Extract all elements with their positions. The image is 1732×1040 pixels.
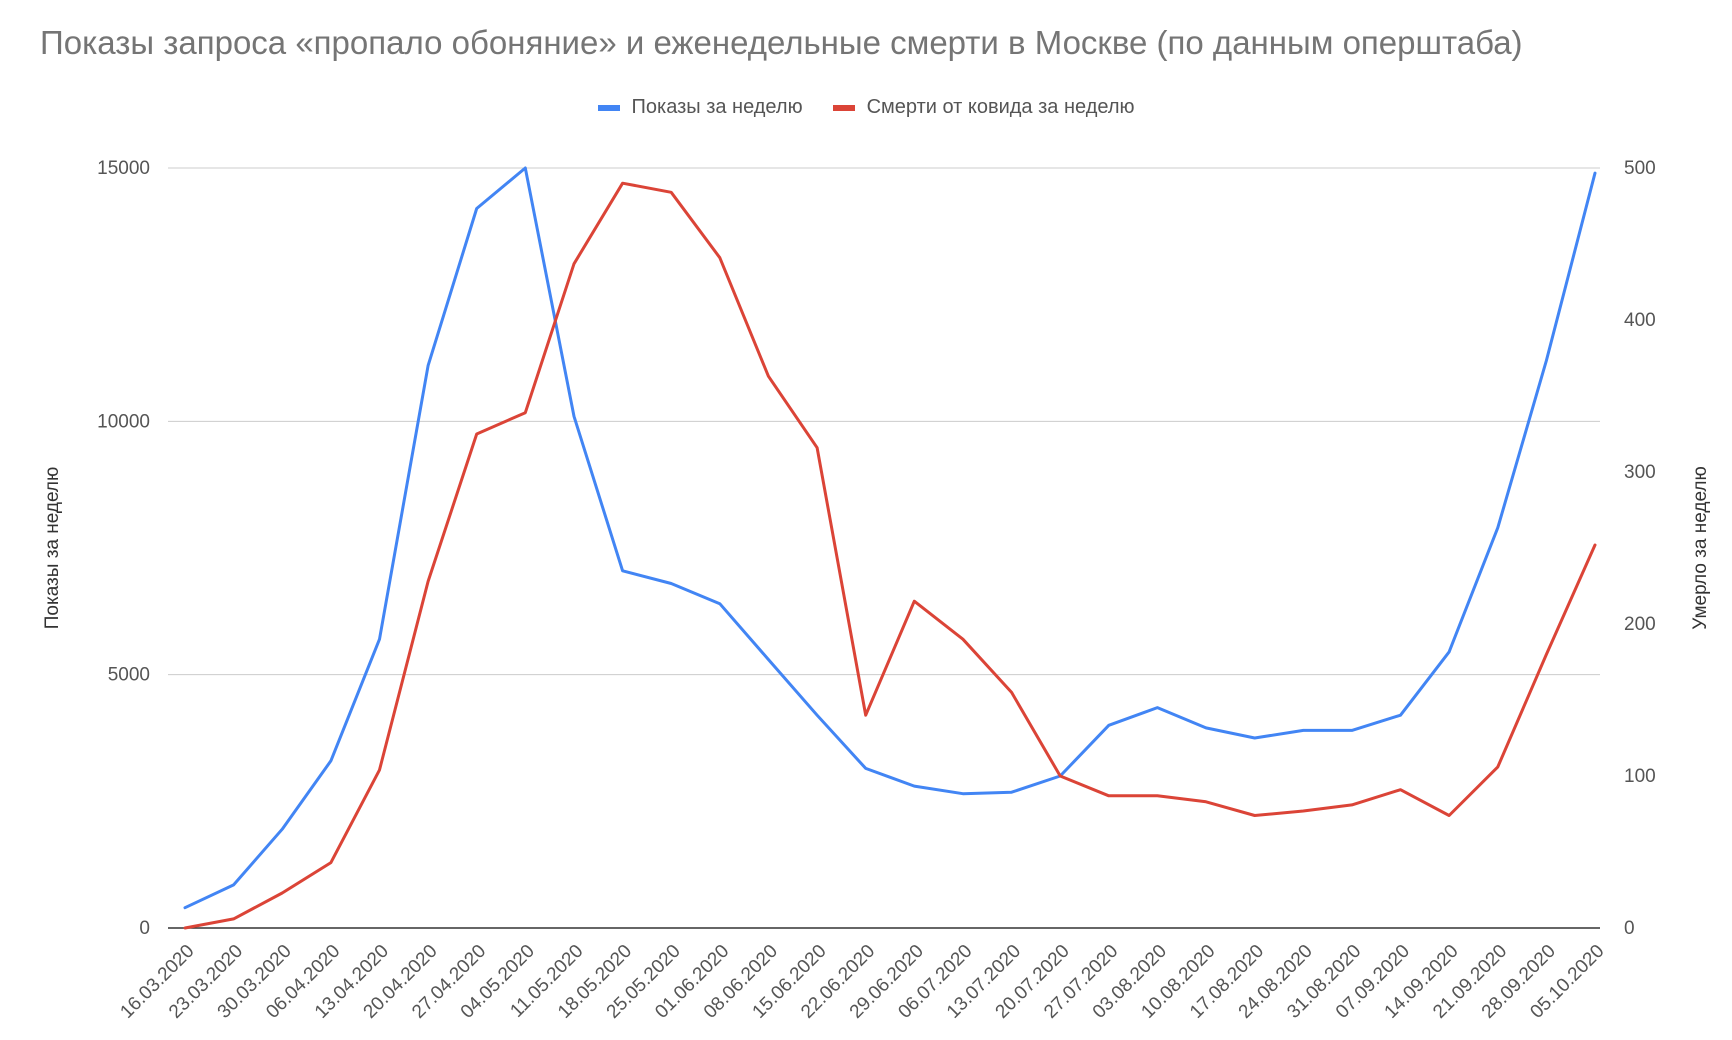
series-line-deaths [183, 181, 1597, 930]
chart-title: Показы запроса «пропало обоняние» и ежен… [40, 24, 1523, 61]
y2-tick-label: 200 [1624, 614, 1656, 635]
y-axis-title: Показы за неделю [42, 467, 63, 630]
legend-item-views[interactable]: Показы за неделю [597, 96, 803, 119]
y2-tick-label: 100 [1624, 766, 1656, 787]
legend-swatch-deaths [832, 104, 855, 111]
legend-item-deaths[interactable]: Смерти от ковида за неделю [832, 96, 1135, 119]
y2-axis-title: Умерло за неделю [1690, 466, 1711, 629]
y-tick-label: 0 [139, 918, 150, 939]
chart-legend: Показы за неделю Смерти от ковида за нед… [0, 96, 1732, 119]
legend-label-deaths: Смерти от ковида за неделю [866, 96, 1135, 118]
y-tick-label: 5000 [108, 665, 150, 686]
y2-tick-label: 500 [1624, 158, 1656, 179]
legend-swatch-views [597, 104, 620, 111]
y2-tick-label: 0 [1624, 918, 1635, 939]
y2-tick-label: 300 [1624, 462, 1656, 483]
series-line-views [183, 166, 1597, 910]
y-tick-label: 15000 [97, 158, 150, 179]
y2-tick-label: 400 [1624, 310, 1656, 331]
legend-label-views: Показы за неделю [631, 96, 803, 118]
y-tick-label: 10000 [97, 411, 150, 432]
